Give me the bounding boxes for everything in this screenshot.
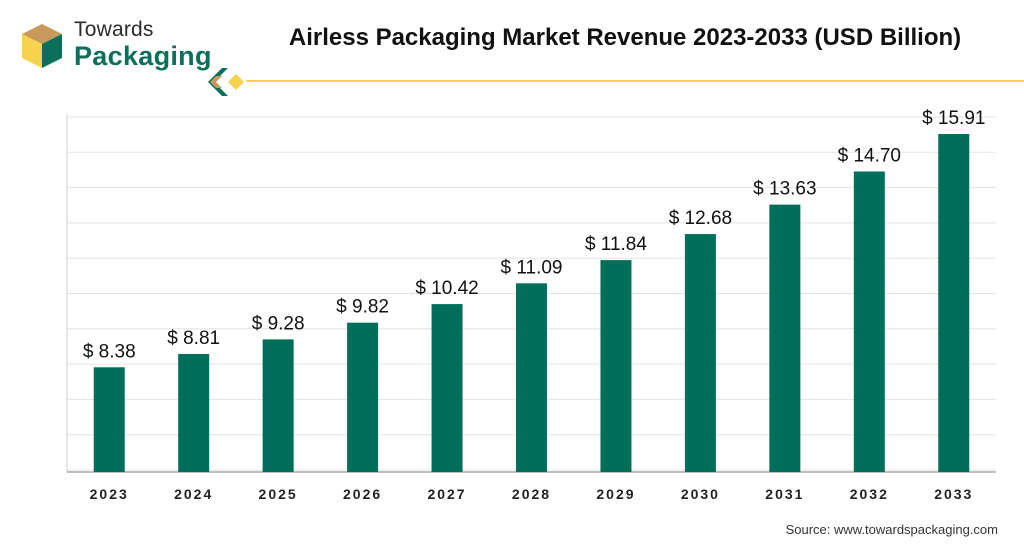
x-tick-label: 2023: [90, 486, 129, 502]
data-label: $ 8.81: [167, 328, 220, 349]
bar: [853, 171, 885, 473]
bar: [938, 134, 970, 472]
x-tick-label: 2029: [596, 486, 635, 502]
bar: [600, 260, 632, 472]
x-tick-label: 2030: [681, 486, 720, 502]
data-label: $ 8.38: [83, 341, 136, 362]
header-accent-line: [246, 80, 1024, 82]
data-label: $ 15.91: [922, 108, 985, 129]
chevron-decoration-icon: [208, 68, 244, 96]
x-tick-label: 2025: [259, 486, 298, 502]
data-label: $ 11.09: [501, 257, 563, 278]
bar: [347, 322, 379, 472]
x-tick-label: 2028: [512, 486, 551, 502]
bar: [262, 339, 294, 472]
brand-logo: Towards Packaging: [18, 16, 218, 78]
logo-word-towards: Towards: [74, 18, 154, 41]
bar: [431, 304, 463, 472]
data-label: $ 13.63: [753, 179, 816, 200]
data-label: $ 11.84: [585, 234, 647, 255]
bar: [516, 283, 547, 472]
data-label: $ 12.68: [669, 208, 732, 229]
box-logo-icon: [22, 24, 62, 68]
source-note: Source: www.towardspackaging.com: [785, 522, 998, 537]
data-label: $ 10.42: [415, 278, 478, 299]
bar: [769, 204, 801, 472]
logo-word-packaging: Packaging: [74, 41, 212, 71]
x-tick-label: 2032: [850, 486, 889, 502]
x-tick-label: 2027: [427, 486, 466, 502]
x-tick-label: 2024: [174, 486, 213, 502]
data-label: $ 14.70: [838, 145, 901, 166]
bar: [684, 234, 716, 472]
chart-title: Airless Packaging Market Revenue 2023-20…: [288, 24, 962, 51]
bar: [178, 353, 210, 472]
x-tick-label: 2031: [765, 486, 804, 502]
x-tick-label: 2033: [934, 486, 973, 502]
x-tick-label: 2026: [343, 486, 382, 502]
bar: [93, 367, 125, 472]
data-label: $ 9.82: [336, 297, 389, 318]
data-label: $ 9.28: [252, 313, 305, 334]
